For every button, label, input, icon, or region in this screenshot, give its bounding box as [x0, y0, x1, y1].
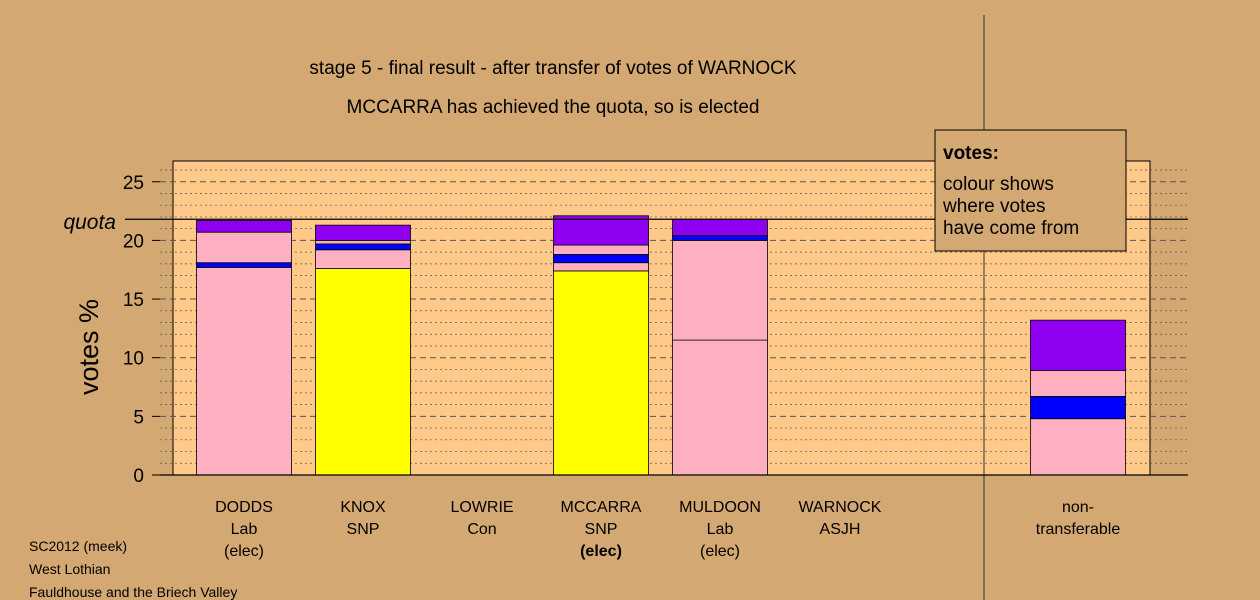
category-label: KNOX	[340, 499, 386, 516]
bar-segment	[1030, 319, 1126, 372]
legend-line-3: have come from	[943, 218, 1079, 239]
y-tick-label: 20	[123, 231, 144, 252]
category-label: (elec)	[700, 543, 740, 560]
bars	[125, 215, 1188, 476]
y-tick-label: 0	[133, 466, 144, 487]
category-label: Lab	[231, 521, 258, 538]
category-label: non-	[1062, 499, 1094, 516]
chart-title: stage 5 - final result - after transfer …	[309, 58, 796, 79]
y-tick-label: 15	[123, 290, 144, 311]
bar-segment	[196, 220, 292, 233]
y-axis-label: votes %	[74, 299, 104, 395]
y-tick-label: 5	[133, 407, 144, 428]
bar-segment	[1030, 370, 1126, 397]
bar-segment	[672, 235, 768, 241]
legend-heading: votes:	[943, 143, 999, 164]
bar-segment	[1030, 396, 1126, 420]
category-label: SNP	[347, 521, 380, 538]
footer-line-2: West Lothian	[29, 561, 110, 577]
y-tick-label: 10	[123, 349, 144, 370]
bar-segment	[553, 254, 649, 264]
bar-segment	[553, 244, 649, 255]
bar-segment	[315, 239, 411, 245]
y-tick-label: 25	[123, 173, 144, 194]
footer-line-1: SC2012 (meek)	[29, 538, 127, 554]
category-label: WARNOCK	[799, 499, 882, 516]
bar-segment	[196, 262, 292, 268]
bar-segment	[553, 270, 649, 476]
bar-segment	[553, 215, 649, 246]
category-label: DODDS	[215, 499, 273, 516]
category-label: transferable	[1036, 521, 1121, 538]
category-label: LOWRIE	[450, 499, 513, 516]
y-axis: 0 5 10 15 20 25	[123, 173, 1188, 487]
category-label: (elec)	[580, 543, 622, 560]
category-label: (elec)	[224, 543, 264, 560]
chart-subtitle: MCCARRA has achieved the quota, so is el…	[347, 97, 760, 118]
bar-segment	[672, 339, 768, 476]
category-label: MCCARRA	[561, 499, 642, 516]
category-label: MULDOON	[679, 499, 761, 516]
legend-line-2: where votes	[942, 196, 1045, 217]
bar-segment	[196, 231, 292, 264]
bar-segment	[1030, 418, 1126, 476]
bar-segment	[672, 239, 768, 341]
category-labels: DODDS Lab (elec) KNOX SNP LOWRIE Con MCCARRA SNP…	[215, 499, 1120, 560]
bar-segment	[315, 268, 411, 476]
bar-segment	[196, 266, 292, 476]
bar-segment	[315, 224, 411, 241]
bar-segment	[315, 249, 411, 269]
legend-line-1: colour shows	[943, 174, 1054, 195]
legend-box	[934, 129, 1127, 252]
legend: votes: colour shows where votes have com…	[934, 129, 1127, 252]
quota-label: quota	[63, 211, 116, 234]
bar-segment	[672, 218, 768, 237]
bar-segment	[315, 243, 411, 251]
category-label: ASJH	[820, 521, 861, 538]
category-label: Lab	[707, 521, 734, 538]
category-label: Con	[467, 521, 496, 538]
footer-line-3: Fauldhouse and the Briech Valley	[29, 584, 237, 600]
category-label: SNP	[585, 521, 618, 538]
bar-segment	[553, 262, 649, 272]
